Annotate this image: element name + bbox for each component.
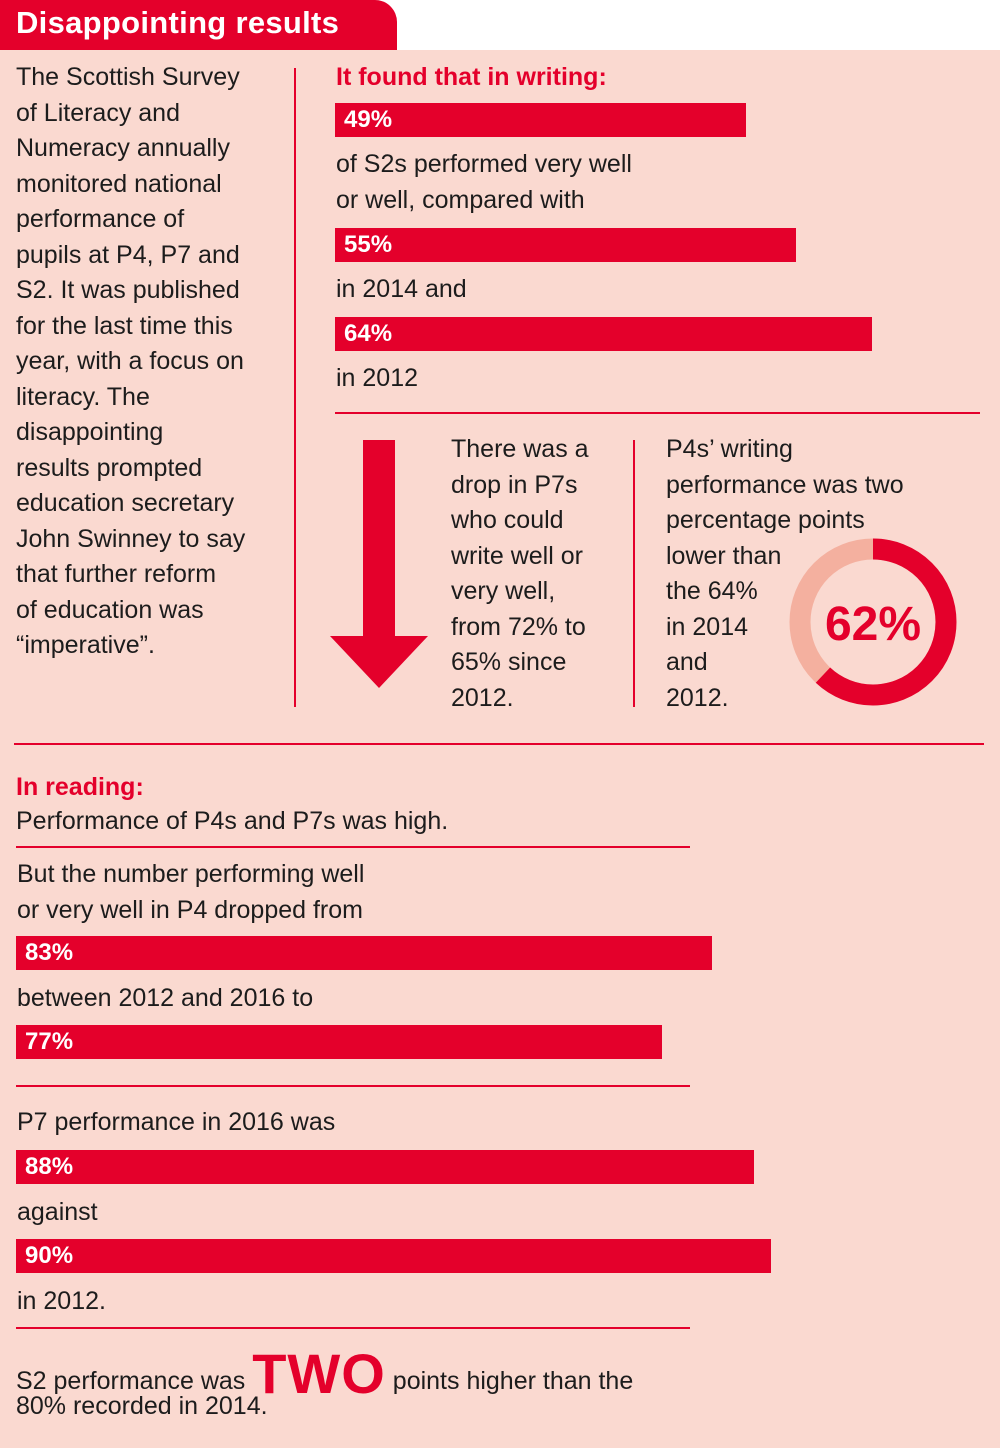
text-line: in 2012 [336,364,419,392]
text-line: percentage points [666,506,865,534]
s2-highlight: TWO [252,1342,386,1405]
text-line: 2012. [666,683,729,712]
bar-writing-2014: 55% [335,228,797,262]
divider [335,412,980,414]
text-line: the 64% [666,577,758,605]
text-line: 65% since [451,648,567,676]
text-line: or very well in P4 dropped from [17,895,363,924]
bar-label: 49% [344,106,393,133]
text-line: disappointing [16,418,164,446]
text-line: and [666,648,708,676]
text-line: lower than [666,541,782,570]
text-line: P4s’ writing [666,435,793,463]
divider [16,846,690,848]
text-line: against [17,1198,98,1226]
reading-text-1: But the number performing well or very we… [17,857,364,928]
divider [14,743,984,745]
s2-text-start: S2 performance was [16,1367,253,1395]
bar-label: 83% [25,939,74,966]
text-line: very well, [451,577,556,605]
text-line: “imperative”. [16,631,155,659]
header-tab: Disappointing results [0,0,397,50]
writing-heading: It found that in writing: [336,63,607,91]
bar-label: 64% [344,320,393,347]
reading-text-4: against [17,1195,98,1231]
text-line: performance of [16,205,185,233]
p7-text: There was a drop in P7s who could write wel… [451,432,589,716]
writing-text-1: of S2s performed very well or well, compa… [336,147,632,218]
text-line: performance was two [666,470,904,499]
reading-text-2: between 2012 and 2016 to [17,981,313,1017]
divider [16,1085,690,1087]
text-line: results prompted [16,453,203,482]
text-line: literacy. The [16,382,150,411]
text-line: S2. It was published [16,276,240,304]
p4-text: P4s’ writing performance was two percentag… [666,432,904,716]
text-line: 2012. [451,683,514,712]
text-line: pupils at P4, P7 and [16,240,240,269]
text-line: write well or [451,541,583,570]
text-line: who could [451,506,564,534]
down-arrow-icon [330,440,428,688]
text-line: But the number performing well [17,860,365,888]
s2-text: S2 performance was TWO points higher tha… [16,1346,634,1402]
donut-chart: 62% [789,538,957,706]
text-line: There was a [451,435,589,463]
text-line: year, with a focus on [16,347,244,375]
bar-writing-2012: 64% [335,317,872,351]
reading-text-3: P7 performance in 2016 was [17,1105,335,1141]
donut-label: 62% [825,598,921,651]
text-line: of education was [16,595,204,624]
reading-text-5: in 2012. [17,1284,106,1320]
text-line: in 2014 and [336,275,467,303]
divider [16,1327,690,1329]
text-line: John Swinney to say [16,524,246,553]
writing-text-2: in 2014 and [336,272,467,308]
text-line: in 2014 [666,612,749,641]
writing-text-3: in 2012 [336,361,418,397]
text-line: between 2012 and 2016 to [17,984,314,1012]
text-line: from 72% to [451,612,586,641]
background [0,50,1000,1448]
bar-label: 90% [25,1242,74,1269]
text-line: The Scottish Survey [16,63,240,91]
text-line: P7 performance in 2016 was [17,1108,336,1136]
bar-reading-p4-2012: 83% [16,936,713,970]
bar-reading-p7-2012: 90% [16,1239,772,1273]
bar-reading-p7-2016: 88% [16,1150,755,1184]
page-title: Disappointing results [16,5,340,40]
text-line: Numeracy annually [16,134,230,162]
bar-label: 88% [25,1153,74,1180]
text-line: monitored national [16,169,222,198]
text-line: drop in P7s [451,470,578,499]
text-line: or well, compared with [336,185,585,214]
bar-reading-p4-2016: 77% [16,1025,663,1059]
divider [294,68,296,707]
text-line: in 2012. [17,1287,106,1315]
s2-text-end: points higher than the [385,1367,634,1395]
text-line: for the last time this [16,311,233,340]
text-line: of S2s performed very well [336,150,632,178]
reading-line-1: Performance of P4s and P7s was high. [16,807,449,835]
intro-text: The Scottish Survey of Literacy and Numera… [16,60,245,664]
donut-value-arc [789,538,957,706]
text-line: of Literacy and [16,98,180,127]
divider [633,440,635,707]
bar-label: 55% [344,231,393,258]
bar-label: 77% [25,1028,74,1055]
reading-heading: In reading: [16,773,144,801]
text-line: that further reform [16,560,217,588]
bar-writing-s2: 49% [335,103,747,137]
s2-text-line-2: 80% recorded in 2014. [16,1392,268,1420]
text-line: education secretary [16,489,235,517]
